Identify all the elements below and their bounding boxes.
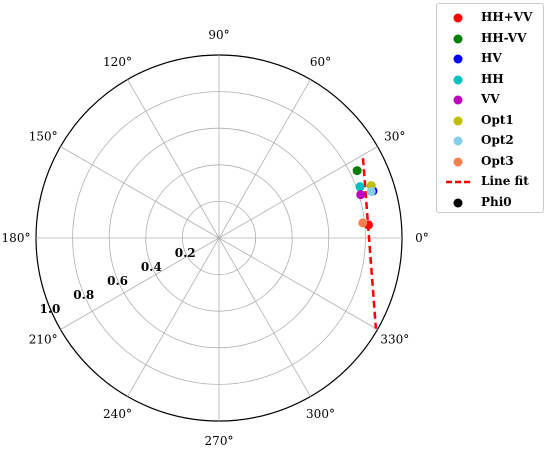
point-hh-vv	[352, 166, 362, 176]
radial-tick-label: 0.4	[141, 260, 162, 274]
legend-marker	[453, 54, 463, 64]
angular-tick-label: 240°	[103, 407, 132, 421]
legend-item-vv: VV	[437, 90, 543, 111]
legend: HH+VV HH-VV HV HH VV Opt1 Opt2 Opt3 Line fit Phi0	[436, 3, 544, 213]
angular-tick-labels: 0° 30° 60° 90° 120° 150° 180° 210° 240° 270° 300° 3…	[2, 28, 429, 448]
angular-gridline-120	[127, 79, 220, 239]
legend-label: HH-VV	[481, 30, 527, 45]
legend-marker	[453, 157, 463, 166]
legend-marker	[453, 136, 463, 146]
angular-tick-label: 300°	[306, 407, 335, 421]
angular-tick-label: 0°	[415, 231, 429, 245]
angular-tick-label: 30°	[384, 130, 405, 144]
point-hh	[355, 182, 365, 192]
angular-tick-label: 90°	[208, 28, 229, 42]
legend-item-opt1: Opt1	[437, 111, 543, 132]
legend-label: VV	[481, 92, 500, 106]
angular-gridline-30	[218, 146, 378, 239]
angular-tick-label: 330°	[380, 333, 409, 347]
legend-label: HH	[481, 71, 504, 86]
angular-tick-label: 60°	[310, 55, 331, 69]
legend-marker	[453, 198, 463, 207]
legend-label: Opt3	[481, 153, 514, 168]
legend-item-phi0: Phi0	[437, 193, 543, 214]
point-opt2	[366, 186, 376, 196]
radial-tick-label: 1.0	[39, 302, 60, 316]
legend-item-hh-vv: HH+VV	[437, 8, 543, 29]
legend-label: Phi0	[481, 194, 512, 209]
line-fit-layer	[361, 158, 378, 329]
legend-item-hh-vv: HH-VV	[437, 29, 543, 50]
legend-label: HH+VV	[481, 10, 533, 24]
point-vv	[356, 190, 366, 200]
legend-item-opt2: Opt2	[437, 131, 543, 152]
legend-label: Opt2	[481, 133, 514, 147]
radial-tick-label: 0.2	[175, 246, 196, 260]
radial-tick-label: 0.8	[73, 288, 94, 302]
legend-label: Line fit	[481, 174, 529, 188]
legend-marker	[453, 75, 463, 84]
legend-item-hh: HH	[437, 70, 543, 91]
angular-tick-label: 180°	[2, 231, 31, 245]
angular-tick-label: 270°	[205, 434, 234, 448]
angular-gridline-330	[218, 237, 378, 330]
legend-marker	[453, 95, 463, 105]
line-fit	[361, 158, 378, 329]
data-points	[352, 166, 378, 230]
angular-gridline-240	[127, 237, 220, 397]
legend-item-opt3: Opt3	[437, 152, 543, 173]
angular-grid	[36, 55, 402, 421]
legend-item-line-fit: Line fit	[437, 172, 543, 193]
legend-item-hv: HV	[437, 49, 543, 70]
legend-marker	[446, 180, 470, 184]
legend-marker	[453, 13, 463, 23]
angular-gridline-150	[60, 146, 220, 239]
angular-gridline-210	[60, 237, 220, 330]
legend-label: HV	[481, 51, 502, 65]
legend-marker	[453, 34, 463, 43]
angular-tick-label: 150°	[29, 130, 58, 144]
angular-tick-label: 210°	[29, 333, 58, 347]
angular-tick-label: 120°	[103, 55, 132, 69]
radial-tick-label: 0.6	[107, 274, 128, 288]
legend-marker	[453, 116, 463, 125]
legend-label: Opt1	[481, 112, 514, 127]
angular-gridline-300	[218, 237, 311, 397]
angular-gridline-60	[218, 79, 311, 239]
radial-tick-labels: 0.2 0.4 0.6 0.8 1.0	[39, 246, 195, 316]
point-opt3	[358, 218, 368, 228]
